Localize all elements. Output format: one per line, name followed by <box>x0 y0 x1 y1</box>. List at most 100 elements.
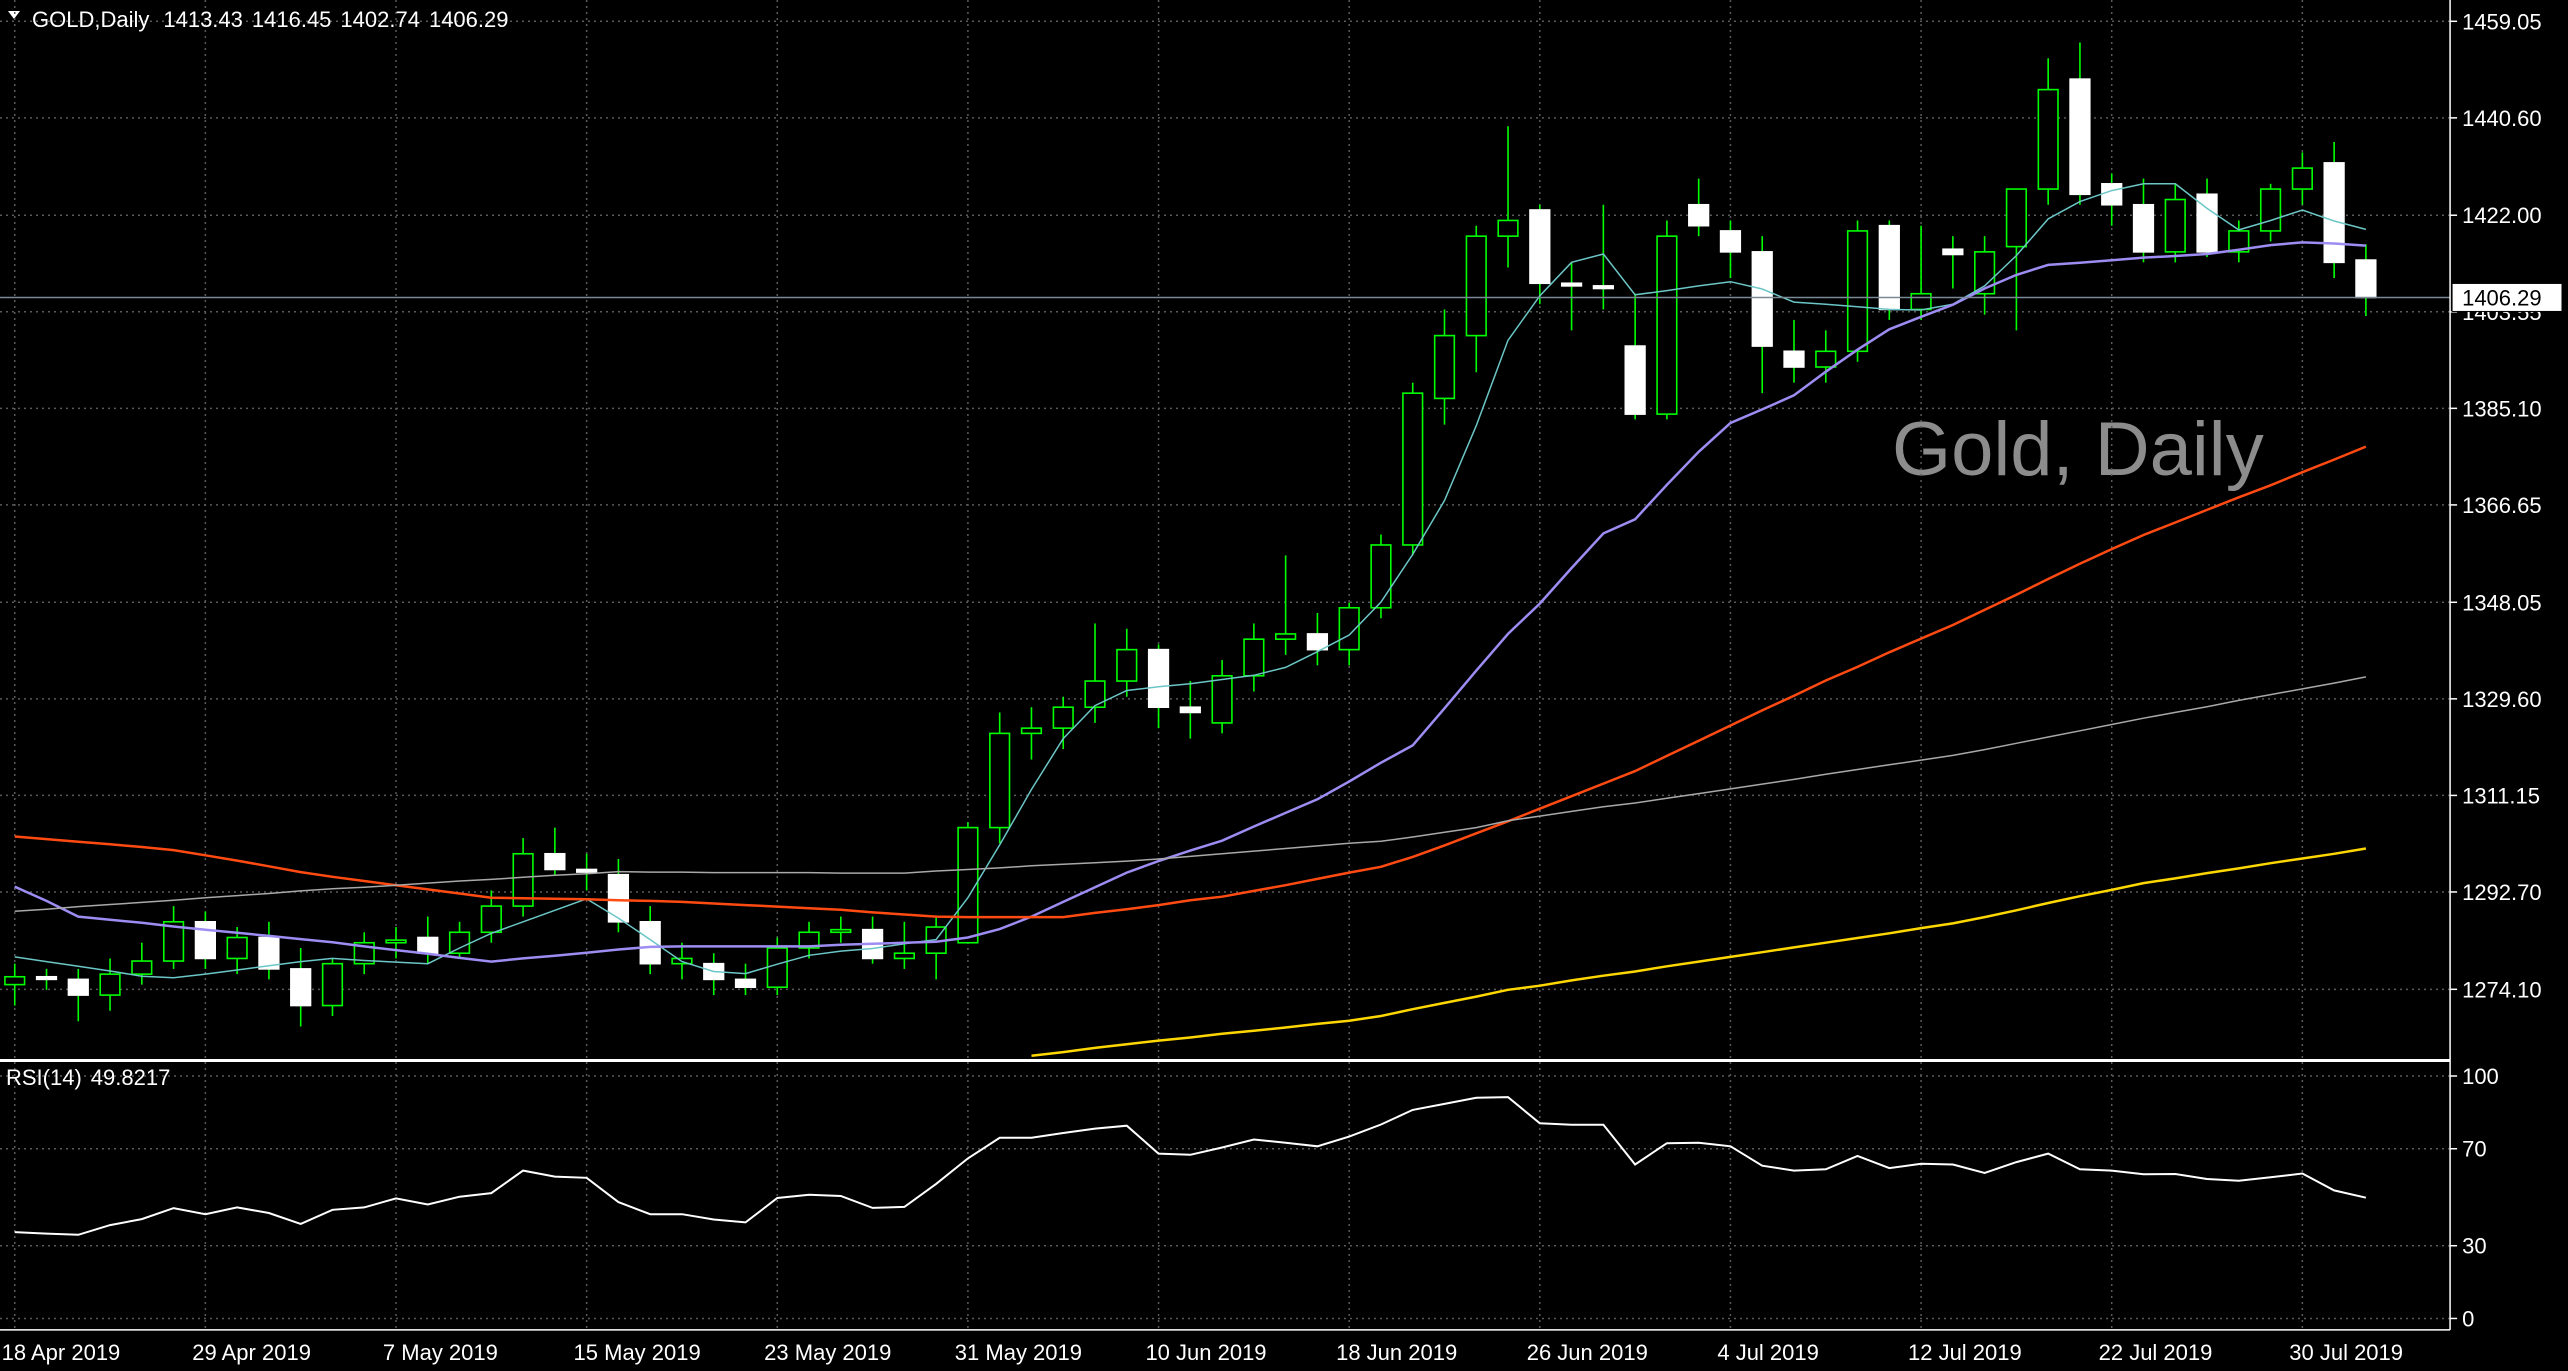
candle-body <box>766 947 788 989</box>
candle-body <box>194 921 217 960</box>
candle-body <box>1783 350 1805 368</box>
candle-body <box>2355 259 2377 299</box>
rsi-header: RSI(14) 49.8217 <box>6 1065 170 1090</box>
candle-body <box>2005 188 2028 248</box>
moving-average <box>1031 847 2367 1058</box>
candle-body <box>1592 285 1614 290</box>
candle-body <box>1306 633 1329 651</box>
candle-body <box>1465 235 1487 337</box>
candle-body <box>544 852 566 871</box>
candle-body <box>957 826 979 944</box>
candle-body <box>1243 638 1265 677</box>
candle-body <box>512 852 534 907</box>
candle-body <box>2037 88 2059 190</box>
candle-body <box>417 936 439 955</box>
candle-body <box>1529 209 1551 285</box>
candle-body <box>830 928 852 934</box>
candle-body <box>2164 198 2186 253</box>
candle-body <box>1433 334 1456 400</box>
moving-average <box>14 676 2367 913</box>
candle-body <box>1560 282 1583 287</box>
candle-body <box>989 732 1011 829</box>
open-value: 1413.43 <box>163 7 243 32</box>
x-tick-label: 18 Apr 2019 <box>2 1340 121 1365</box>
candle-body <box>798 931 820 949</box>
x-tick-label: 29 Apr 2019 <box>192 1340 311 1365</box>
candle-body <box>99 973 121 996</box>
current-price-label: 1406.29 <box>2462 285 2542 310</box>
candle-body <box>1402 392 1424 546</box>
candle-body <box>290 968 312 1007</box>
rsi-value: 49.8217 <box>91 1065 171 1090</box>
y-tick-label: 100 <box>2462 1064 2499 1089</box>
rsi-title: RSI(14) <box>6 1065 82 1090</box>
candle-body <box>2132 203 2155 253</box>
candle-body <box>1179 706 1201 714</box>
candle-body <box>893 952 915 960</box>
x-tick-label: 7 May 2019 <box>383 1340 498 1365</box>
candle-body <box>385 939 407 944</box>
candle-body <box>1211 675 1233 724</box>
y-tick-label: 1385.10 <box>2462 396 2542 421</box>
candle-body <box>1338 606 1360 651</box>
watermark: Gold, Daily <box>1892 407 2264 492</box>
candle-body <box>576 868 598 873</box>
candle-body <box>35 975 58 981</box>
x-tick-label: 31 May 2019 <box>955 1340 1082 1365</box>
y-tick-label: 1366.65 <box>2462 493 2542 518</box>
candle-body <box>1751 251 1773 347</box>
candle-body <box>1624 345 1646 415</box>
candle-body <box>4 975 26 986</box>
close-value: 1406.29 <box>429 7 509 32</box>
y-tick-label: 1329.60 <box>2462 687 2542 712</box>
candle-body <box>1370 544 1392 609</box>
x-tick-label: 15 May 2019 <box>574 1340 701 1365</box>
collapse-triangle[interactable] <box>8 11 20 19</box>
y-tick-label: 1274.10 <box>2462 977 2542 1002</box>
y-tick-label: 1292.70 <box>2462 880 2542 905</box>
moving-average <box>14 445 2367 919</box>
candle-body <box>162 921 185 962</box>
x-tick-label: 12 Jul 2019 <box>1908 1340 2022 1365</box>
candle-body <box>1497 219 1519 237</box>
high-value: 1416.45 <box>252 7 332 32</box>
candle-body <box>1815 350 1837 368</box>
x-tick-label: 22 Jul 2019 <box>2099 1340 2213 1365</box>
candle-body <box>2228 230 2250 253</box>
candle-body <box>2259 188 2282 232</box>
candle-body <box>226 936 248 960</box>
current-price-box <box>2451 282 2563 312</box>
low-value: 1402.74 <box>340 7 420 32</box>
candle-body <box>67 978 89 996</box>
y-tick-label: 30 <box>2462 1234 2486 1259</box>
candle-body <box>1942 248 1964 256</box>
rsi-line <box>14 1096 2367 1236</box>
candle-body <box>448 931 471 955</box>
y-tick-label: 1422.00 <box>2462 203 2542 228</box>
moving-average <box>14 241 2366 963</box>
candle-body <box>2196 193 2218 253</box>
candle-body <box>2069 78 2091 196</box>
candle-body <box>734 978 757 989</box>
candle-body <box>607 873 630 923</box>
candle-body <box>258 936 280 970</box>
x-tick-label: 10 Jun 2019 <box>1145 1340 1266 1365</box>
candle-body <box>480 905 502 934</box>
chart-title: GOLD,Daily <box>32 7 149 32</box>
candle-body <box>1719 230 1742 253</box>
candle-body <box>2291 167 2313 190</box>
candle-body <box>639 921 661 965</box>
candle-body <box>1910 292 1932 311</box>
y-tick-label: 1440.60 <box>2462 106 2542 131</box>
candle-body <box>1052 706 1074 729</box>
x-tick-label: 4 Jul 2019 <box>1717 1340 1819 1365</box>
candle-body <box>321 962 344 1007</box>
x-tick-label: 23 May 2019 <box>764 1340 891 1365</box>
candle-body <box>131 960 153 975</box>
candle-body <box>1147 648 1170 709</box>
candle-body <box>1974 251 1996 295</box>
y-tick-label: 0 <box>2462 1306 2474 1331</box>
candle-body <box>1846 230 1869 353</box>
